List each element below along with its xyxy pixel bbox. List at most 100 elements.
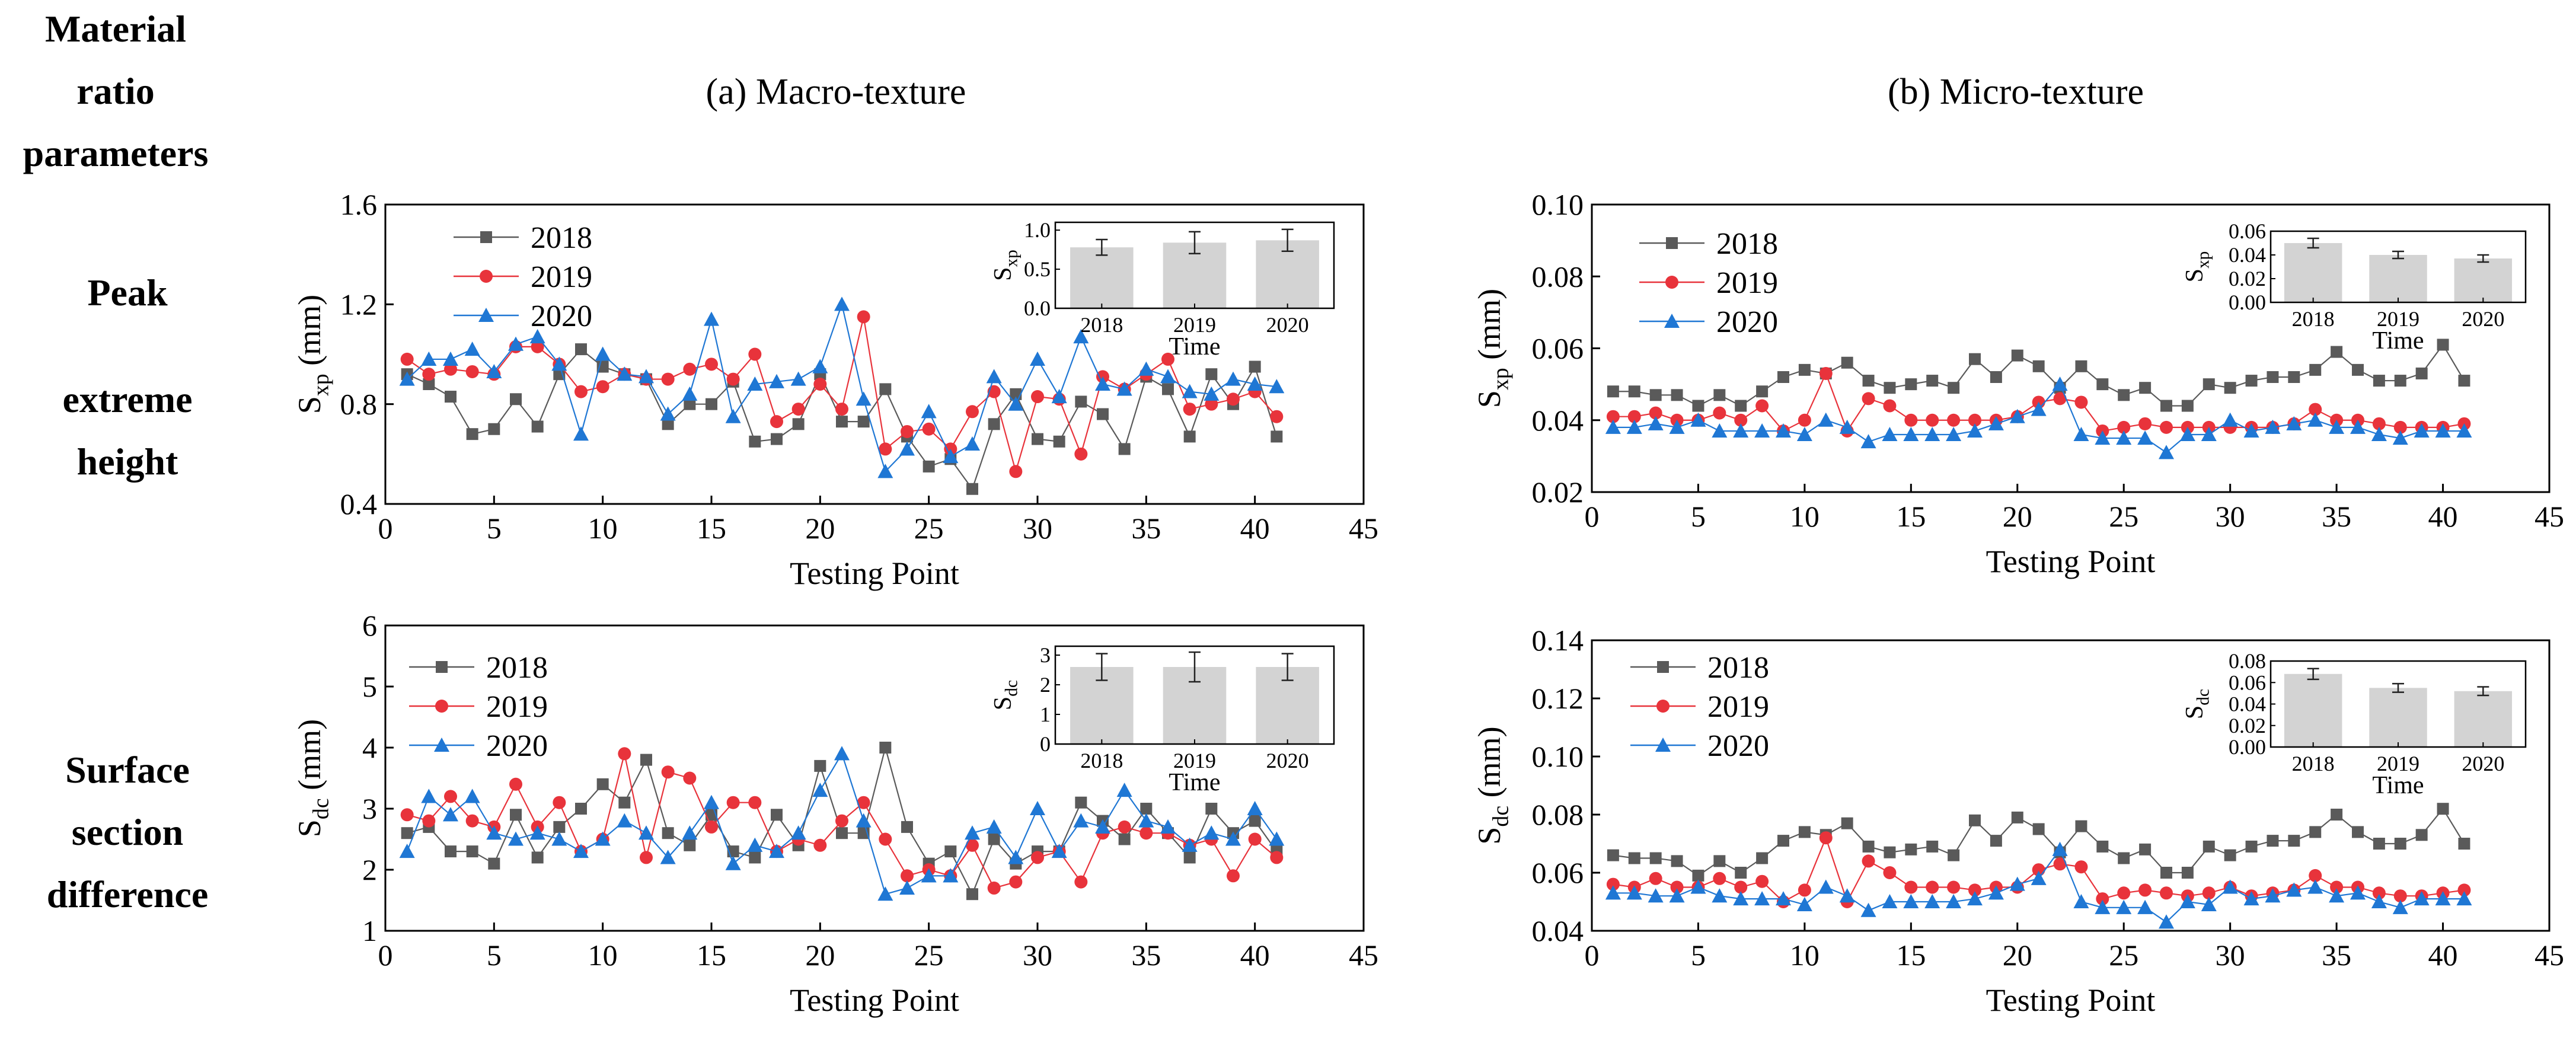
legend-marker — [434, 738, 449, 752]
data-point-2018 — [2437, 339, 2449, 351]
data-point-2018 — [2415, 829, 2428, 841]
data-point-2019 — [1183, 403, 1196, 416]
data-point-2020 — [2009, 876, 2025, 891]
data-point-2019 — [1798, 413, 1811, 427]
inset-y-tick-label: 3 — [1040, 643, 1051, 667]
data-point-2020 — [421, 351, 437, 366]
series-2020 — [1605, 841, 2472, 929]
data-point-2019 — [791, 403, 805, 416]
data-point-2020 — [2073, 894, 2089, 909]
data-point-2018 — [966, 888, 978, 901]
data-point-2018 — [445, 391, 457, 403]
inset-bar — [1070, 247, 1134, 308]
data-point-2020 — [1924, 894, 1940, 909]
data-point-2019 — [640, 851, 653, 864]
data-point-2018 — [901, 821, 913, 833]
data-point-2018 — [1692, 400, 1704, 412]
x-tick-label: 0 — [378, 512, 393, 545]
data-point-2018 — [944, 845, 957, 858]
data-point-2019 — [553, 796, 566, 809]
data-point-2020 — [769, 844, 784, 858]
data-point-2019 — [509, 777, 522, 791]
y-axis-label-unit: (mm) — [1471, 726, 1507, 805]
x-tick-label: 5 — [1691, 939, 1706, 972]
data-point-2018 — [2011, 811, 2023, 823]
data-point-2018 — [488, 857, 500, 870]
inset-x-tick-label: 2020 — [1266, 313, 1309, 337]
column-title-micro: (b) Micro-texture — [1888, 72, 2144, 112]
data-point-2020 — [1030, 801, 1045, 816]
data-point-2020 — [2009, 408, 2025, 423]
data-point-2020 — [790, 825, 806, 840]
data-point-2020 — [1095, 376, 1110, 391]
data-point-2018 — [988, 418, 1000, 430]
data-point-2019 — [683, 362, 697, 376]
data-point-2018 — [445, 845, 457, 858]
x-tick-label: 45 — [1349, 939, 1378, 972]
legend-label: 2018 — [531, 221, 592, 255]
data-point-2020 — [1903, 427, 1919, 442]
data-point-2019 — [1734, 413, 1748, 427]
inset-bar — [2454, 691, 2513, 747]
data-point-2020 — [617, 366, 633, 381]
data-point-2019 — [770, 415, 783, 429]
y-tick-label: 0.10 — [1532, 188, 1584, 221]
data-point-2018 — [2352, 826, 2364, 838]
data-point-2020 — [2329, 419, 2345, 434]
data-point-2019 — [400, 352, 414, 366]
series-2020 — [399, 296, 1285, 478]
data-point-2018 — [1777, 835, 1789, 847]
data-point-2018 — [1735, 400, 1747, 412]
inset-bar — [2369, 255, 2427, 302]
data-point-2019 — [1968, 883, 1981, 897]
plot-frame — [384, 203, 1365, 505]
data-point-2019 — [987, 881, 1001, 895]
data-point-2020 — [704, 794, 719, 809]
data-point-2020 — [1882, 894, 1898, 909]
y-tick-label: 0.06 — [1532, 856, 1584, 889]
data-point-2020 — [2222, 412, 2238, 427]
data-point-2019 — [1009, 875, 1023, 889]
data-point-2020 — [1225, 831, 1241, 846]
x-tick-label: 20 — [2003, 939, 2032, 972]
data-point-2020 — [725, 408, 741, 423]
data-point-2019 — [2202, 886, 2216, 900]
data-point-2018 — [1777, 371, 1789, 383]
data-point-2019 — [1819, 366, 1833, 380]
data-point-2018 — [510, 393, 522, 406]
data-point-2019 — [1139, 826, 1153, 840]
data-point-2019 — [1713, 872, 1726, 885]
inset-y-axis-label-sub: dc — [2194, 689, 2213, 706]
legend-marker — [1656, 700, 1670, 713]
data-point-2019 — [2096, 892, 2109, 906]
data-point-2018 — [1118, 833, 1131, 845]
inset-bar-chart: 2018 2019 2020 0.000.020.040.060.08 Time Sdc — [2181, 649, 2527, 799]
legend: 2018 2019 2020 — [454, 221, 592, 333]
data-point-2020 — [2307, 879, 2323, 894]
data-point-2019 — [879, 442, 892, 456]
data-point-2019 — [465, 814, 479, 828]
data-point-2019 — [1968, 413, 1981, 427]
data-point-2018 — [879, 742, 892, 754]
plot-frame — [384, 624, 1365, 932]
legend-marker — [1665, 276, 1678, 289]
data-point-2020 — [899, 880, 915, 895]
inset-x-axis-label: Time — [1169, 333, 1220, 360]
data-point-2018 — [575, 343, 587, 356]
x-tick-label: 35 — [1131, 512, 1161, 545]
plot-frame — [1591, 639, 2551, 932]
data-point-2020 — [1860, 902, 1876, 917]
legend-label: 2020 — [1716, 305, 1778, 339]
data-point-2019 — [2309, 869, 2322, 882]
data-point-2020 — [1967, 423, 1983, 438]
header-title-line: parameters — [23, 132, 209, 174]
data-point-2018 — [2139, 382, 2152, 394]
data-point-2020 — [943, 868, 959, 883]
legend-label: 2019 — [531, 260, 592, 294]
data-point-2019 — [2330, 880, 2344, 894]
data-point-2018 — [1249, 815, 1261, 827]
data-point-2020 — [1204, 825, 1220, 840]
inset-y-tick-label: 0.00 — [2229, 291, 2266, 314]
data-point-2020 — [1988, 416, 2004, 430]
